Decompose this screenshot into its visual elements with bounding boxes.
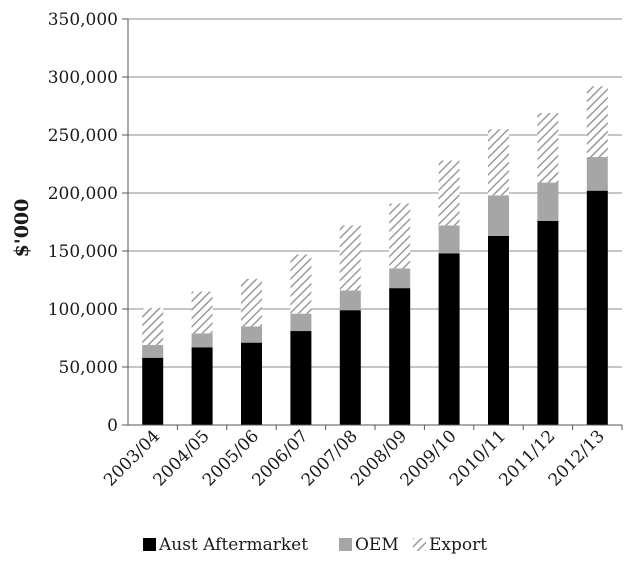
bar-oem bbox=[339, 290, 361, 311]
y-tick-label: 0 bbox=[107, 416, 118, 436]
bar-oem bbox=[438, 225, 460, 254]
bar-export bbox=[438, 160, 460, 226]
legend-label: Aust Aftermarket bbox=[158, 535, 308, 555]
bar-oem bbox=[488, 195, 509, 236]
bar-aust-aftermarket bbox=[586, 190, 608, 425]
bar-oem bbox=[191, 333, 213, 348]
bar-export bbox=[389, 203, 411, 269]
legend-swatch bbox=[413, 538, 426, 551]
bar-oem bbox=[537, 182, 559, 221]
bar-oem bbox=[586, 157, 608, 191]
bar-export bbox=[339, 225, 361, 291]
bar-aust-aftermarket bbox=[488, 235, 509, 425]
bar-aust-aftermarket bbox=[389, 288, 411, 425]
bar-aust-aftermarket bbox=[537, 220, 559, 425]
y-tick-label: 250,000 bbox=[48, 126, 118, 146]
bar-export bbox=[290, 254, 312, 314]
legend-label: Export bbox=[429, 535, 487, 555]
legend-swatch bbox=[339, 538, 352, 551]
y-tick-label: 100,000 bbox=[48, 300, 118, 320]
bar-aust-aftermarket bbox=[191, 347, 213, 425]
bar-oem bbox=[290, 313, 312, 332]
y-tick-label: 150,000 bbox=[48, 242, 118, 262]
y-tick-label: 350,000 bbox=[48, 10, 118, 30]
y-tick-label: 300,000 bbox=[48, 68, 118, 88]
bar-aust-aftermarket bbox=[290, 331, 312, 425]
legend-swatch bbox=[143, 538, 156, 551]
y-axis-label: $'000 bbox=[11, 199, 33, 258]
legend: Aust Aftermarket OEM Export bbox=[143, 535, 487, 555]
bar-oem bbox=[142, 344, 164, 358]
y-tick-label: 50,000 bbox=[59, 358, 118, 378]
axes bbox=[127, 19, 623, 430]
y-tick-label: 200,000 bbox=[48, 184, 118, 204]
bar-aust-aftermarket bbox=[241, 342, 262, 425]
bar-export bbox=[586, 86, 608, 158]
x-tick-labels: 2003/042004/052005/062006/072007/082008/… bbox=[100, 426, 609, 490]
legend-label: OEM bbox=[355, 535, 399, 555]
bar-export bbox=[537, 112, 559, 183]
bar-aust-aftermarket bbox=[142, 357, 164, 425]
bar-aust-aftermarket bbox=[438, 253, 460, 425]
bar-export bbox=[142, 307, 164, 345]
bar-export bbox=[191, 291, 213, 334]
bar-oem bbox=[389, 268, 411, 289]
bar-oem bbox=[241, 326, 262, 343]
bar-export bbox=[241, 278, 262, 327]
y-tick-labels: 0 50,000 100,000 150,000 200,000 250,000 300,0… bbox=[48, 10, 118, 436]
bar-aust-aftermarket bbox=[339, 310, 361, 425]
bar-export bbox=[488, 129, 509, 196]
bars bbox=[142, 86, 608, 425]
